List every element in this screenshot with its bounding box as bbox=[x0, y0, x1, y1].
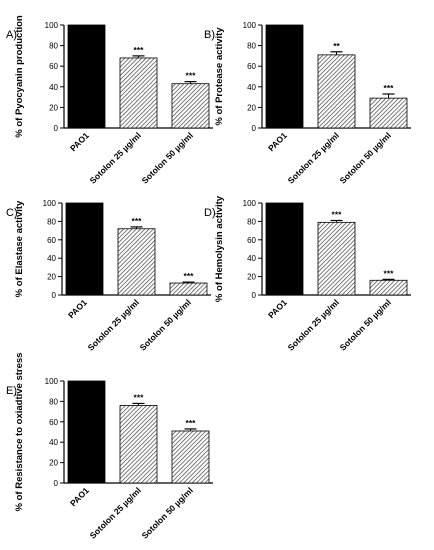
y-tick-label: 100 bbox=[43, 199, 57, 208]
x-tick-label: Sotolon 25 µg/ml bbox=[88, 485, 143, 540]
y-tick-label: 60 bbox=[247, 62, 256, 71]
x-tick-label: Sotolon 50 µg/ml bbox=[140, 485, 195, 540]
y-tick-label: 40 bbox=[247, 254, 256, 263]
y-axis-title: % of Resistance to oxiadtive stress bbox=[14, 353, 25, 512]
y-tick-label: 20 bbox=[247, 103, 256, 112]
x-tick-label: Sotolon 50 µg/ml bbox=[138, 297, 193, 352]
panel-label: E) bbox=[6, 385, 17, 397]
y-axis-title: % of Hemolysin activity bbox=[214, 195, 225, 302]
x-tick-label: Sotolon 50 µg/ml bbox=[338, 130, 393, 185]
y-tick-label: 60 bbox=[247, 236, 256, 245]
bar bbox=[117, 228, 156, 296]
y-tick-label: 0 bbox=[252, 291, 257, 300]
bar bbox=[369, 279, 408, 296]
significance-label: *** bbox=[134, 392, 145, 402]
significance-label: *** bbox=[134, 45, 145, 55]
significance-label: *** bbox=[132, 216, 143, 226]
y-tick-label: 60 bbox=[47, 236, 56, 245]
y-tick-label: 20 bbox=[49, 459, 58, 468]
y-tick-label: 40 bbox=[47, 254, 56, 263]
panel-label: A) bbox=[6, 29, 17, 41]
y-tick-label: 20 bbox=[247, 273, 256, 282]
panel-label: B) bbox=[204, 29, 215, 41]
y-tick-label: 20 bbox=[49, 103, 58, 112]
chart-panel-3: C)% of Elastase activity 0 20 40 60 80 100 PAO1… bbox=[6, 199, 211, 353]
y-tick-label: 100 bbox=[45, 21, 59, 30]
bar bbox=[171, 83, 210, 129]
significance-label: *** bbox=[384, 83, 395, 93]
panel-label: C) bbox=[6, 207, 18, 219]
y-tick-label: 80 bbox=[49, 42, 58, 51]
chart-panel-4: D)% of Hemolysin activity 0 20 40 60 80 100 PAO… bbox=[204, 195, 411, 353]
chart-panel-1: A)% of Pyocyanin production 0 20 40 60 80 100 P… bbox=[6, 15, 213, 186]
y-tick-label: 60 bbox=[49, 62, 58, 71]
bar bbox=[65, 202, 104, 296]
panel-label: D) bbox=[204, 207, 216, 219]
y-tick-label: 40 bbox=[49, 438, 58, 447]
y-tick-label: 40 bbox=[247, 83, 256, 92]
bar bbox=[171, 430, 210, 484]
chart-panel-5: E)% of Resistance to oxiadtive stress 0 20… bbox=[6, 353, 213, 541]
x-tick-label: Sotolon 25 µg/ml bbox=[88, 130, 143, 185]
y-tick-label: 60 bbox=[49, 418, 58, 427]
x-tick-label: Sotolon 25 µg/ml bbox=[86, 297, 141, 352]
x-tick-label: Sotolon 25 µg/ml bbox=[286, 297, 341, 352]
y-tick-label: 80 bbox=[247, 217, 256, 226]
x-tick-label: PAO1 bbox=[266, 297, 289, 320]
y-tick-label: 100 bbox=[243, 21, 257, 30]
x-tick-label: PAO1 bbox=[68, 130, 91, 153]
bar bbox=[317, 221, 356, 296]
y-tick-label: 20 bbox=[47, 273, 56, 282]
bar bbox=[317, 54, 356, 129]
y-tick-label: 100 bbox=[243, 199, 257, 208]
x-tick-label: Sotolon 25 µg/ml bbox=[286, 130, 341, 185]
x-tick-label: Sotolon 50 µg/ml bbox=[140, 130, 195, 185]
x-tick-label: PAO1 bbox=[266, 130, 289, 153]
significance-label: *** bbox=[332, 209, 343, 219]
x-tick-label: PAO1 bbox=[66, 297, 89, 320]
bar bbox=[119, 405, 158, 484]
y-tick-label: 100 bbox=[45, 377, 59, 386]
x-tick-label: PAO1 bbox=[68, 485, 91, 508]
bar bbox=[169, 282, 208, 296]
y-tick-label: 80 bbox=[47, 217, 56, 226]
y-tick-label: 0 bbox=[52, 291, 57, 300]
y-axis-title: % of Elastase activity bbox=[14, 200, 25, 297]
bar bbox=[265, 24, 304, 129]
bar bbox=[67, 380, 106, 484]
y-tick-label: 80 bbox=[49, 397, 58, 406]
y-tick-label: 0 bbox=[252, 124, 257, 133]
y-axis-title: % of Pyocyanin production bbox=[14, 15, 25, 138]
y-tick-label: 80 bbox=[247, 42, 256, 51]
y-axis-title: % of Protease activity bbox=[214, 27, 225, 126]
significance-label: *** bbox=[384, 268, 395, 278]
significance-label: *** bbox=[184, 271, 195, 281]
y-tick-label: 40 bbox=[49, 83, 58, 92]
bar bbox=[67, 24, 106, 129]
significance-label: *** bbox=[186, 71, 197, 81]
bar bbox=[119, 57, 158, 129]
bar bbox=[369, 97, 408, 129]
y-tick-label: 0 bbox=[54, 124, 59, 133]
significance-label: *** bbox=[186, 418, 197, 428]
significance-label: ** bbox=[333, 41, 340, 51]
x-tick-label: Sotolon 50 µg/ml bbox=[338, 297, 393, 352]
chart-panel-2: B)% of Protease activity 0 20 40 60 80 100 PAO1… bbox=[204, 21, 411, 186]
bar bbox=[265, 202, 304, 296]
y-tick-label: 0 bbox=[54, 479, 59, 488]
